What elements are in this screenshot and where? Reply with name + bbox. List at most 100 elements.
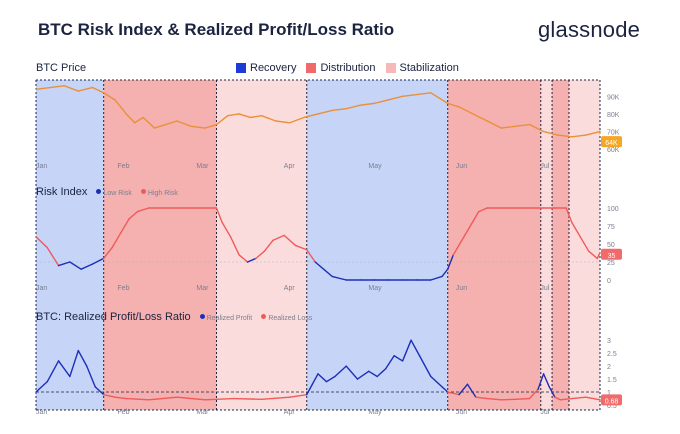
ratio-line-segment — [232, 397, 263, 400]
risk-line-segment — [80, 263, 94, 270]
risk-tick-label: 100 — [607, 206, 619, 213]
price-line-segment — [557, 134, 573, 138]
grid-lines — [36, 261, 600, 393]
ratio-line-segment — [585, 396, 601, 401]
ratio-line-segment — [418, 355, 432, 378]
month-tick-label: Jul — [540, 409, 549, 416]
ratio-tick-label: 0.5 — [607, 403, 617, 410]
risk-line-segment — [111, 232, 122, 249]
price-line-segment — [275, 120, 291, 124]
risk-line-segment — [314, 261, 325, 270]
month-tick-label: Apr — [284, 285, 296, 292]
ratio-tick-label: 1.5 — [607, 377, 617, 384]
month-tick-label: Jun — [456, 285, 467, 292]
ratio-current-value: 0.68 — [605, 398, 619, 405]
ratio-line-segment — [410, 339, 421, 357]
regime-band-distribution — [447, 80, 541, 410]
ratio-line-segment — [430, 375, 443, 388]
ratio-current-badge — [601, 394, 622, 406]
ratio-line-segment — [114, 396, 127, 400]
ratio-line-segment — [94, 386, 105, 396]
price-line-segment — [204, 123, 218, 129]
regime-band-distribution — [103, 80, 217, 410]
price-line-segment — [176, 120, 192, 127]
realized-profit-label: Realized Profit — [206, 315, 253, 322]
price-current-value: 64K — [605, 140, 618, 147]
price-line-segment — [359, 102, 376, 106]
risk-line-segment — [272, 234, 285, 242]
price-tick-label: 90K — [607, 94, 620, 101]
regime-band-recovery — [36, 80, 104, 410]
ratio-line-segment — [306, 383, 314, 396]
price-line-segment — [215, 115, 229, 126]
ratio-tick-label: 2 — [607, 364, 611, 371]
month-tick-label: May — [368, 285, 382, 292]
ratio-line-segment — [57, 360, 71, 378]
price-line-segment — [77, 86, 94, 92]
risk-current-value: 35 — [608, 253, 616, 260]
price-line-segment — [35, 86, 51, 90]
risk-line-segment — [35, 236, 48, 249]
ratio-label: BTC: Realized Profit/Loss Ratio — [36, 311, 191, 323]
ratio-line-segment — [447, 391, 460, 396]
chart-title: BTC Risk Index & Realized Profit/Loss Ra… — [38, 20, 395, 39]
price-line-segment — [416, 92, 432, 96]
ratio-line-segment — [393, 355, 404, 362]
month-tick-label: Mar — [196, 409, 209, 416]
legend-stabilization-label: Stabilization — [399, 62, 459, 74]
price-line-segment — [500, 125, 517, 129]
risk-line-segment — [283, 234, 297, 247]
ratio-line-segment — [148, 396, 178, 401]
risk-line-segment — [478, 207, 488, 213]
risk-line-segment — [255, 250, 266, 260]
ratio-line-segment — [500, 398, 517, 401]
ratio-line-segment — [204, 397, 235, 401]
legend: Recovery Distribution Stabilization — [236, 62, 459, 74]
risk-line-segment — [322, 268, 333, 278]
recovery-swatch — [236, 63, 246, 73]
month-tick-label: Jul — [540, 285, 549, 292]
price-line-segment — [102, 92, 116, 101]
ratio-line-segment — [125, 397, 150, 401]
month-tick-label: Apr — [284, 163, 296, 170]
ratio-line-segment — [537, 373, 545, 391]
price-line-segment — [401, 93, 418, 98]
ratio-tick-label: 2.5 — [607, 351, 617, 358]
month-tick-label: Feb — [117, 409, 129, 416]
ratio-line-segment — [356, 370, 370, 380]
ratio-line-segment — [441, 386, 449, 393]
risk-line-segment — [263, 239, 274, 252]
risk-line-segment — [331, 275, 347, 281]
month-tick-label: Jan — [36, 409, 47, 416]
price-line-segment — [447, 102, 460, 108]
month-tick-label: Apr — [284, 409, 296, 416]
price-line-segment — [387, 95, 404, 101]
price-line-segment — [125, 113, 136, 124]
series-lines — [35, 85, 601, 402]
ratio-line-segment — [102, 393, 116, 398]
price-line-segment — [430, 92, 449, 105]
price-line-segment — [260, 115, 277, 122]
risk-line-segment — [46, 246, 60, 267]
ratio-line-segment — [77, 349, 88, 367]
low-risk-label: Low Risk — [103, 190, 132, 197]
ratio-line-segment — [260, 396, 291, 400]
risk-tick-label: 0 — [607, 278, 611, 285]
ratio-line-segment — [559, 397, 573, 401]
month-tick-label: May — [368, 409, 382, 416]
risk-line-segment — [430, 275, 443, 281]
legend-recovery: Recovery — [236, 62, 296, 74]
risk-line-segment — [441, 268, 449, 278]
price-line-segment — [165, 120, 178, 126]
price-tick-label: 80K — [607, 112, 620, 119]
risk-line-segment — [565, 207, 573, 224]
brand-logo: glassnode — [538, 17, 641, 42]
ratio-line-segment — [334, 365, 347, 378]
ratio-line-segment — [514, 397, 531, 400]
price-line-segment — [289, 116, 305, 124]
high-risk-label: High Risk — [147, 190, 178, 197]
risk-label: Risk Index — [36, 186, 88, 198]
risk-line-segment — [461, 225, 471, 242]
legend-distribution: Distribution — [306, 62, 376, 74]
